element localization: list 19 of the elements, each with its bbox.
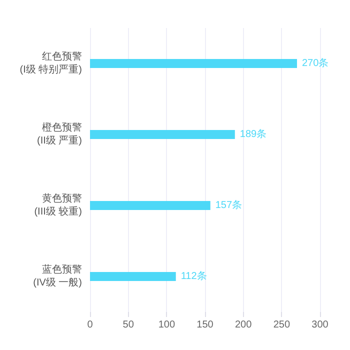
bar xyxy=(90,272,176,281)
bar xyxy=(90,130,235,139)
x-tick-label: 300 xyxy=(312,320,329,330)
bar xyxy=(90,59,297,68)
x-tick-label: 50 xyxy=(122,320,134,330)
y-tick-label: 橙色预警 (II级 严重) xyxy=(37,122,82,146)
data-label: 112条 xyxy=(180,270,207,282)
x-tick-label: 0 xyxy=(87,320,94,330)
y-tick-label: 蓝色预警 (IV级 一般) xyxy=(33,264,82,288)
x-tick-label: 150 xyxy=(196,320,214,330)
y-tick-label: 红色预警 (I级 特别严重) xyxy=(20,50,82,76)
x-tick-label: 200 xyxy=(234,320,252,330)
x-tick-label: 100 xyxy=(158,320,176,330)
y-tick-label: 黄色预警 (III级 较重) xyxy=(34,192,82,218)
data-label: 270条 xyxy=(302,57,329,69)
bar xyxy=(90,201,210,210)
data-label: 157条 xyxy=(215,199,242,211)
data-label: 189条 xyxy=(240,128,267,140)
x-tick-label: 250 xyxy=(273,320,290,330)
